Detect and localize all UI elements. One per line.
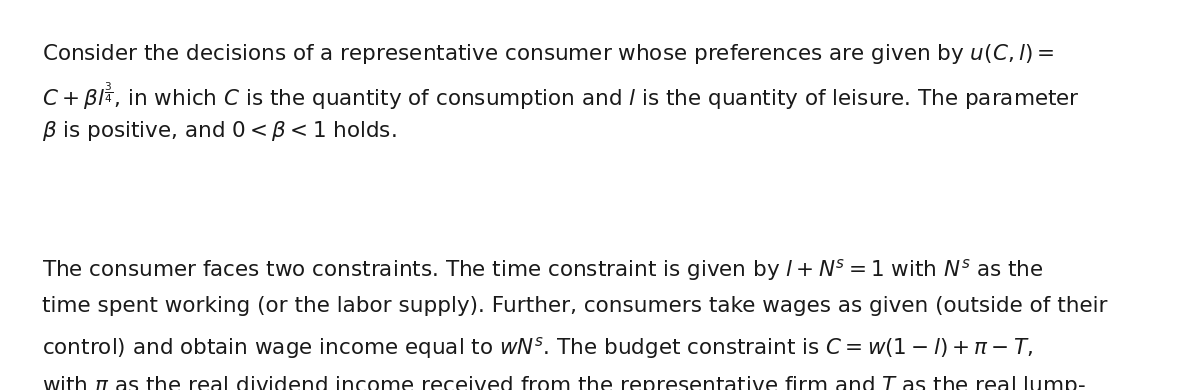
Text: $C + \beta l^{\frac{3}{4}}$, in which $C$ is the quantity of consumption and $l$: $C + \beta l^{\frac{3}{4}}$, in which $C… (41, 81, 1079, 112)
Text: Consider the decisions of a representative consumer whose preferences are given : Consider the decisions of a representati… (41, 42, 1054, 66)
Text: time spent working (or the labor supply). Further, consumers take wages as given: time spent working (or the labor supply)… (41, 296, 1107, 316)
Text: with $\pi$ as the real dividend income received from the representative firm and: with $\pi$ as the real dividend income r… (41, 374, 1085, 390)
Text: $\beta$ is positive, and $0 < \beta < 1$ holds.: $\beta$ is positive, and $0 < \beta < 1$… (41, 119, 396, 144)
Text: control) and obtain wage income equal to $wN^s$. The budget constraint is $C = w: control) and obtain wage income equal to… (41, 335, 1033, 361)
Text: The consumer faces two constraints. The time constraint is given by $l + N^s = 1: The consumer faces two constraints. The … (41, 257, 1043, 283)
